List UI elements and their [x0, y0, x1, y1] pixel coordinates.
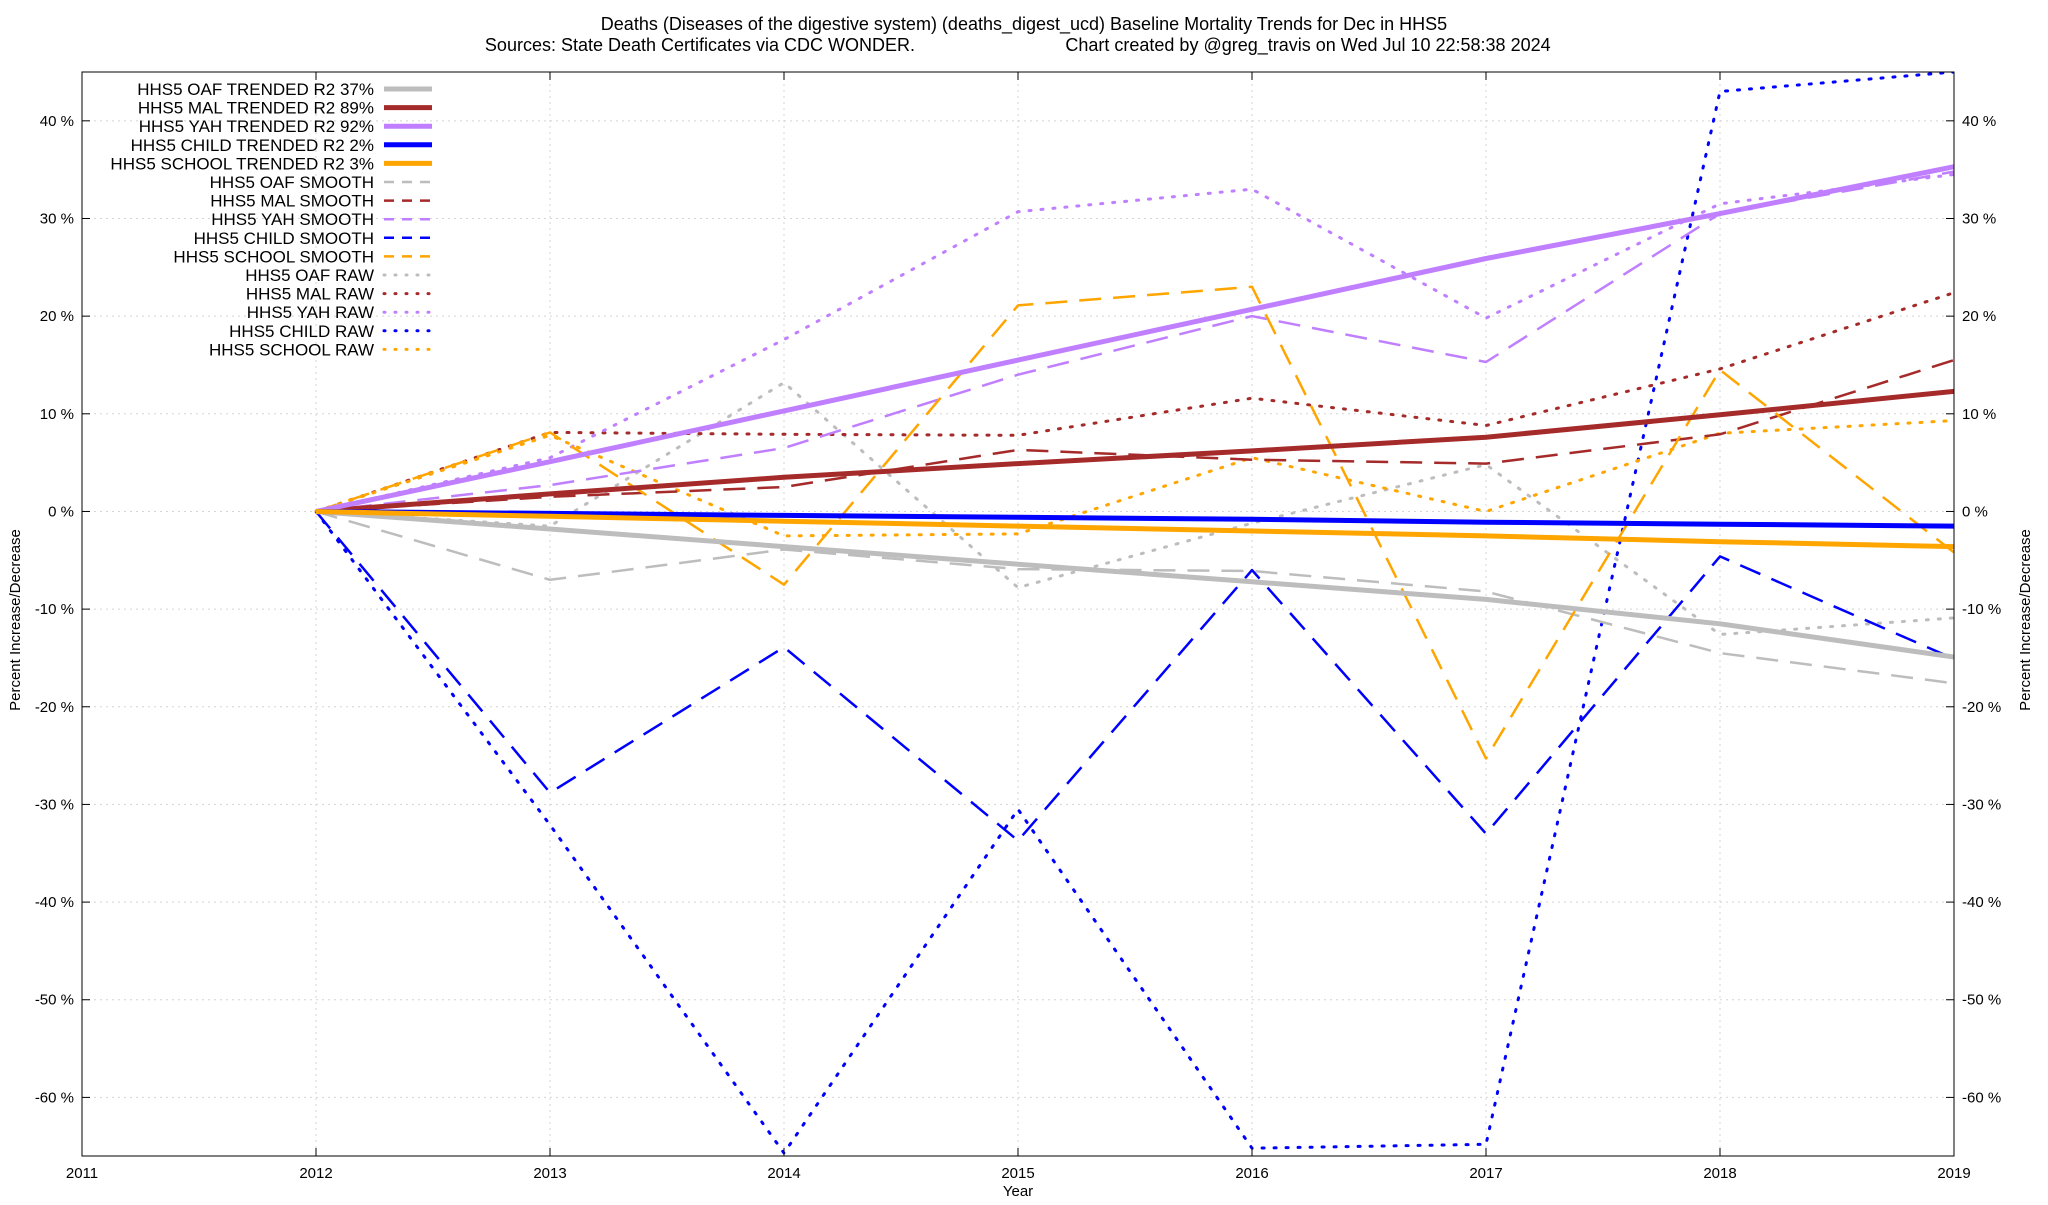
- legend-label: HHS5 OAF RAW: [245, 266, 374, 285]
- x-tick-label: 2015: [1001, 1165, 1034, 1182]
- series-line-6: [315, 358, 1954, 513]
- y-tick-label-left: -10 %: [35, 601, 74, 618]
- y-axis-label-left: Percent Increase/Decrease: [7, 529, 24, 711]
- y-tick-label-right: -50 %: [1962, 992, 2001, 1009]
- series-group: [314, 72, 1954, 1155]
- series-line-3: [315, 509, 1954, 529]
- y-tick-label-right: 0 %: [1962, 503, 1988, 520]
- y-tick-label-right: 20 %: [1962, 308, 1996, 325]
- legend-label: HHS5 CHILD RAW: [229, 322, 374, 341]
- ticks: 2011 2012 2013 2014 2015 2016 2017 2018 2019 -60 …: [35, 72, 2001, 1182]
- legend-label: HHS5 SCHOOL SMOOTH: [173, 247, 374, 266]
- series-line-1: [315, 388, 1954, 514]
- legend-label: HHS5 CHILD TRENDED R2 2%: [131, 136, 374, 155]
- legend-label: HHS5 YAH SMOOTH: [211, 210, 374, 229]
- y-tick-label-left: -60 %: [35, 1089, 74, 1106]
- x-tick-label: 2012: [299, 1165, 332, 1182]
- series-line-13: [314, 72, 1954, 1155]
- series-line-4: [315, 509, 1954, 550]
- legend-label: HHS5 MAL SMOOTH: [210, 192, 374, 211]
- x-tick-label: 2017: [1469, 1165, 1502, 1182]
- y-tick-label-left: 0 %: [48, 503, 74, 520]
- x-tick-label: 2018: [1703, 1165, 1736, 1182]
- series-line-2: [315, 164, 1954, 514]
- y-axis-label-right: Percent Increase/Decrease: [2017, 529, 2034, 711]
- legend-label: HHS5 CHILD SMOOTH: [194, 229, 374, 248]
- y-tick-label-right: -10 %: [1962, 601, 2001, 618]
- legend-label: HHS5 MAL TRENDED R2 89%: [138, 99, 374, 118]
- y-tick-label-right: 10 %: [1962, 406, 1996, 423]
- legend-label: HHS5 OAF TRENDED R2 37%: [137, 80, 374, 99]
- y-tick-label-right: -20 %: [1962, 699, 2001, 716]
- y-tick-label-right: 40 %: [1962, 113, 1996, 130]
- y-tick-label-left: -30 %: [35, 796, 74, 813]
- chart-title: Deaths (Diseases of the digestive system…: [601, 14, 1447, 35]
- series-line-0: [315, 509, 1954, 660]
- y-tick-label-left: -20 %: [35, 699, 74, 716]
- x-tick-label: 2013: [533, 1165, 566, 1182]
- y-tick-label-left: 20 %: [40, 308, 74, 325]
- legend-label: HHS5 OAF SMOOTH: [210, 173, 374, 192]
- series-line-9: [315, 285, 1954, 760]
- legend-label: HHS5 YAH TRENDED R2 92%: [139, 117, 374, 136]
- x-axis-label: Year: [1003, 1183, 1033, 1200]
- y-tick-label-left: -40 %: [35, 894, 74, 911]
- y-tick-label-right: -30 %: [1962, 796, 2001, 813]
- x-tick-label: 2014: [767, 1165, 800, 1182]
- y-tick-label-right: -60 %: [1962, 1089, 2001, 1106]
- series-line-10: [314, 381, 1954, 636]
- y-tick-label-left: 40 %: [40, 113, 74, 130]
- series-line-11: [314, 291, 1954, 513]
- series-line-7: [315, 170, 1954, 513]
- legend-label: HHS5 SCHOOL TRENDED R2 3%: [110, 154, 374, 173]
- y-tick-label-left: -50 %: [35, 992, 74, 1009]
- legend: HHS5 OAF TRENDED R2 37%HHS5 MAL TRENDED …: [110, 80, 434, 359]
- chart-subtitle-credit: Chart created by @greg_travis on Wed Jul…: [1065, 35, 1550, 56]
- x-tick-label: 2019: [1937, 1165, 1970, 1182]
- legend-label: HHS5 SCHOOL RAW: [209, 340, 374, 359]
- series-line-8: [315, 510, 1954, 842]
- y-tick-label-left: 30 %: [40, 210, 74, 227]
- x-tick-label: 2016: [1235, 1165, 1268, 1182]
- series-line-5: [315, 510, 1954, 685]
- chart-subtitle-source: Sources: State Death Certificates via CD…: [485, 35, 915, 55]
- legend-label: HHS5 MAL RAW: [246, 285, 374, 304]
- x-tick-label: 2011: [66, 1165, 98, 1182]
- y-tick-label-left: 10 %: [40, 406, 74, 423]
- y-tick-label-right: 30 %: [1962, 210, 1996, 227]
- legend-label: HHS5 YAH RAW: [247, 303, 374, 322]
- y-tick-label-right: -40 %: [1962, 894, 2001, 911]
